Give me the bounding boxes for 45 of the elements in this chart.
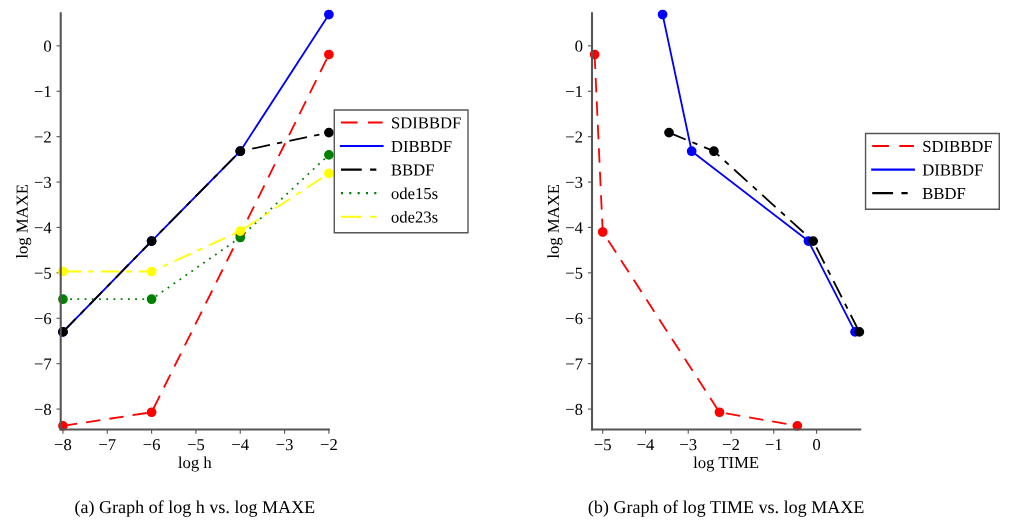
y-tick-label: −5 (34, 267, 52, 279)
x-tick-label: −4 (637, 439, 655, 451)
legend-label: BBDF (922, 188, 966, 200)
y-tick-label: −6 (566, 313, 583, 325)
y-tick-label: −5 (566, 267, 583, 279)
legend-label: ode23s (391, 210, 438, 223)
x-tick-label: 0 (813, 439, 821, 451)
x-tick-label: −2 (722, 439, 739, 451)
legend-label: DIBBDF (922, 164, 983, 176)
y-tick-label: −4 (566, 222, 583, 234)
y-tick-label: −3 (566, 176, 583, 189)
legend-label: BBDF (391, 164, 434, 176)
x-tick-label: −7 (99, 439, 116, 451)
y-tick-label: −8 (34, 403, 52, 416)
x-tick-label: −6 (143, 439, 160, 451)
x-tick-label: −5 (187, 439, 205, 451)
y-tick-label: −1 (34, 86, 51, 98)
text: (a) Graph of log h vs. log MAXE (75, 500, 315, 517)
text: (b) Graph of log TIME vs. log MAXE (588, 500, 864, 517)
legend-label: SDIBBDF (392, 117, 461, 129)
y-tick-label: −1 (566, 86, 582, 98)
y-tick-label: 0 (575, 40, 583, 52)
y-tick-label: −6 (34, 313, 52, 325)
x-tick-label: −8 (54, 439, 72, 451)
x-tick-label: −5 (594, 439, 611, 451)
y-axis-title: log MAXE (16, 184, 32, 259)
legend-label: ode15s (391, 187, 438, 200)
y-tick-label: −2 (34, 131, 51, 143)
y-tick-label: −3 (34, 176, 52, 189)
y-tick-label: −7 (566, 358, 583, 370)
y-tick-label: −4 (34, 222, 52, 234)
x-tick-label: −4 (232, 439, 249, 451)
y-tick-label: −8 (566, 403, 583, 416)
x-tick-label: −3 (276, 439, 293, 451)
y-tick-label: 0 (43, 40, 52, 52)
x-tick-label: −1 (765, 439, 782, 451)
y-tick-label: −7 (34, 358, 52, 370)
x-axis-title: log TIME (693, 456, 759, 472)
x-tick-label: −2 (320, 439, 337, 451)
x-tick-label: −3 (680, 439, 697, 451)
y-tick-label: −2 (566, 131, 583, 143)
legend-label: DIBBDF (391, 140, 452, 152)
x-axis-title: log h (178, 456, 212, 472)
y-axis-title: log MAXE (547, 184, 563, 259)
legend-label: SDIBBDF (923, 140, 993, 153)
